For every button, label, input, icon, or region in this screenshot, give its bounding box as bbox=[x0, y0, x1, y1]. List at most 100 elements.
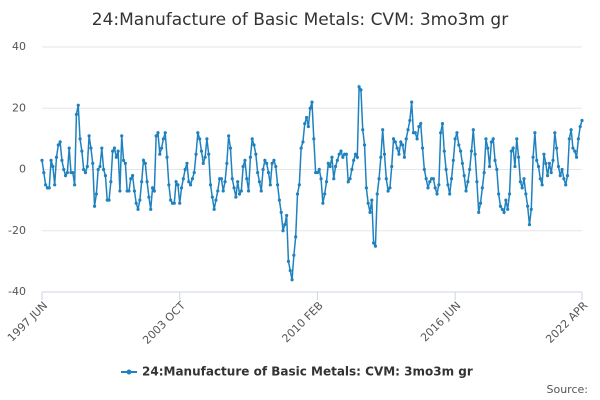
point bbox=[382, 152, 387, 156]
point bbox=[227, 134, 231, 138]
point bbox=[201, 161, 205, 165]
point bbox=[250, 137, 254, 141]
point bbox=[188, 183, 193, 187]
point bbox=[413, 131, 417, 135]
point bbox=[163, 131, 167, 135]
point bbox=[303, 121, 307, 126]
point bbox=[268, 183, 272, 187]
point bbox=[424, 177, 428, 181]
point bbox=[388, 186, 392, 190]
point bbox=[555, 146, 559, 150]
point bbox=[167, 183, 171, 187]
point bbox=[551, 158, 555, 162]
point bbox=[121, 158, 126, 162]
point bbox=[455, 131, 459, 135]
point bbox=[370, 198, 374, 202]
x-tick-label: 2016 JUN bbox=[418, 299, 463, 344]
point bbox=[468, 167, 472, 172]
point bbox=[511, 146, 515, 150]
point bbox=[158, 152, 162, 156]
point bbox=[223, 180, 227, 184]
point bbox=[435, 192, 439, 196]
point bbox=[402, 155, 407, 159]
point bbox=[390, 164, 394, 169]
point bbox=[136, 207, 140, 211]
point bbox=[40, 158, 44, 162]
point bbox=[263, 158, 267, 162]
point bbox=[330, 155, 334, 159]
point bbox=[196, 131, 200, 135]
point bbox=[576, 137, 580, 141]
point bbox=[484, 137, 488, 141]
point bbox=[366, 201, 370, 205]
point bbox=[194, 152, 198, 156]
point bbox=[120, 134, 124, 138]
point bbox=[513, 164, 517, 169]
point bbox=[373, 244, 378, 248]
point bbox=[319, 177, 323, 181]
y-tick-label: -40 bbox=[8, 285, 26, 298]
point bbox=[89, 146, 93, 150]
point bbox=[520, 186, 524, 190]
point bbox=[199, 149, 204, 153]
point bbox=[172, 201, 176, 205]
point bbox=[140, 180, 144, 184]
x-tick-label: 1997 JUN bbox=[5, 299, 50, 344]
point bbox=[415, 137, 419, 141]
point bbox=[506, 207, 510, 211]
point bbox=[239, 189, 243, 193]
point bbox=[190, 177, 195, 181]
point bbox=[44, 183, 48, 187]
point bbox=[395, 146, 399, 150]
point bbox=[279, 210, 283, 214]
x-tick-label: 2022 APR bbox=[543, 299, 590, 346]
point bbox=[391, 137, 396, 141]
point bbox=[558, 174, 562, 178]
point bbox=[127, 189, 131, 193]
point bbox=[178, 201, 182, 205]
point bbox=[85, 164, 89, 169]
point bbox=[341, 155, 345, 159]
point bbox=[277, 198, 281, 202]
point bbox=[181, 177, 185, 181]
point bbox=[419, 121, 423, 126]
point bbox=[457, 143, 461, 147]
point bbox=[94, 192, 98, 196]
point bbox=[187, 180, 191, 184]
point bbox=[524, 192, 528, 196]
point bbox=[442, 149, 446, 153]
point bbox=[473, 152, 477, 156]
point bbox=[315, 170, 320, 175]
point bbox=[159, 146, 164, 150]
point bbox=[469, 149, 474, 153]
point bbox=[453, 137, 457, 141]
point bbox=[254, 152, 258, 156]
point bbox=[515, 137, 519, 141]
point bbox=[98, 164, 102, 169]
point bbox=[114, 155, 118, 159]
chart-title: 24:Manufacture of Basic Metals: CVM: 3mo… bbox=[92, 10, 508, 30]
point bbox=[252, 143, 256, 147]
point bbox=[475, 180, 479, 184]
point bbox=[556, 164, 561, 169]
point bbox=[261, 167, 265, 172]
point bbox=[111, 149, 115, 153]
point bbox=[295, 192, 300, 196]
point bbox=[531, 155, 535, 159]
point bbox=[486, 146, 490, 150]
point bbox=[49, 158, 53, 162]
point bbox=[493, 158, 497, 162]
point bbox=[123, 161, 127, 165]
point bbox=[299, 146, 303, 150]
point bbox=[132, 189, 137, 193]
source: Source: bbox=[547, 383, 589, 396]
point bbox=[292, 253, 296, 257]
point bbox=[357, 85, 361, 89]
point bbox=[82, 167, 86, 172]
point bbox=[257, 180, 262, 184]
point bbox=[538, 177, 542, 181]
point bbox=[65, 170, 69, 175]
point bbox=[169, 198, 173, 202]
point bbox=[290, 278, 294, 282]
